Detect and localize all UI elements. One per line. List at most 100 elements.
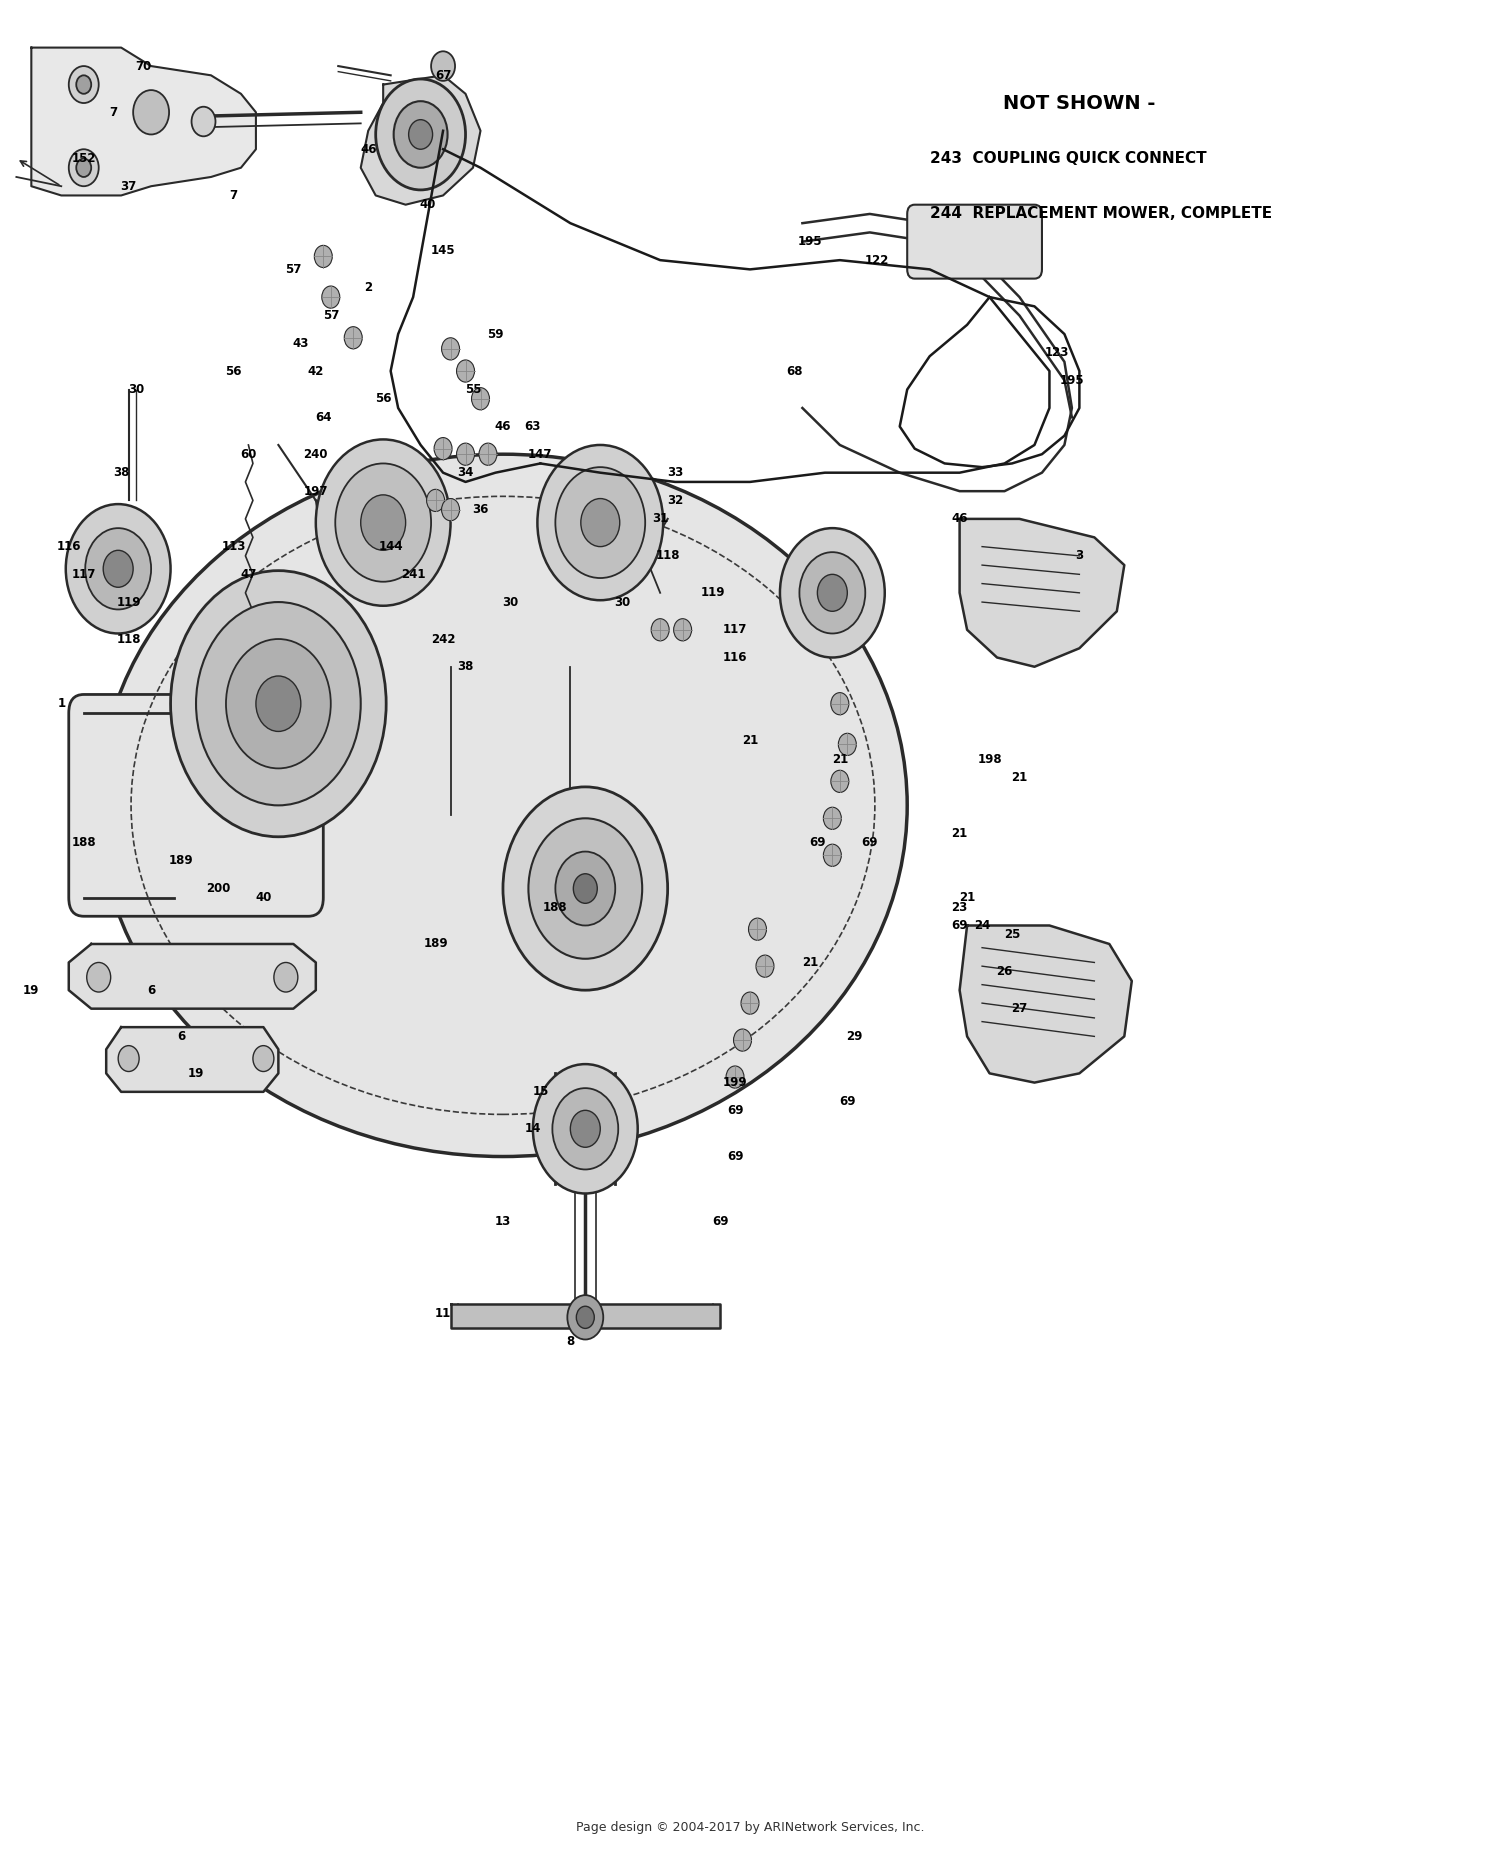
Polygon shape [360,76,480,205]
Text: 11: 11 [435,1307,451,1320]
Circle shape [316,439,450,605]
Text: 147: 147 [528,448,552,461]
Circle shape [360,494,405,550]
Polygon shape [450,1305,720,1329]
Circle shape [118,1046,140,1072]
Circle shape [134,91,170,135]
Circle shape [831,770,849,792]
Circle shape [818,574,848,611]
Text: 19: 19 [188,1066,204,1079]
Text: 188: 188 [543,901,567,914]
Circle shape [441,498,459,520]
Text: 198: 198 [976,753,1002,766]
Circle shape [441,337,459,359]
Text: 116: 116 [723,652,747,665]
Text: 46: 46 [951,513,968,526]
Text: 116: 116 [57,540,81,553]
Text: 1: 1 [57,698,66,711]
Text: 188: 188 [72,837,96,850]
Text: 46: 46 [495,420,512,433]
Text: 29: 29 [846,1029,862,1042]
Text: 145: 145 [430,244,456,257]
Circle shape [456,359,474,381]
Text: 69: 69 [861,837,877,850]
Text: 23: 23 [951,901,968,914]
Text: 43: 43 [292,337,309,350]
Circle shape [69,67,99,104]
Text: 195: 195 [1059,374,1084,387]
Circle shape [552,1088,618,1170]
Circle shape [456,442,474,465]
Circle shape [256,676,302,731]
Text: 38: 38 [458,661,474,674]
Text: 15: 15 [532,1085,549,1098]
Text: 117: 117 [72,568,96,581]
Text: 21: 21 [958,892,975,905]
Circle shape [555,466,645,578]
Circle shape [580,498,620,546]
Circle shape [780,528,885,657]
Text: 56: 56 [225,365,242,378]
Circle shape [375,80,465,191]
Text: 243  COUPLING QUICK CONNECT: 243 COUPLING QUICK CONNECT [930,152,1206,167]
Text: 56: 56 [375,392,392,405]
Text: 14: 14 [525,1122,542,1135]
Text: 118: 118 [117,633,141,646]
Circle shape [532,1064,638,1194]
Circle shape [322,287,340,309]
Text: 34: 34 [458,466,474,479]
Polygon shape [106,1027,279,1092]
Text: 21: 21 [951,827,968,840]
Text: 31: 31 [652,513,669,526]
Circle shape [430,52,454,81]
Text: 68: 68 [786,365,802,378]
Text: 69: 69 [839,1094,855,1107]
Text: 240: 240 [303,448,328,461]
Text: 119: 119 [700,587,724,600]
Circle shape [567,1296,603,1340]
Text: 21: 21 [831,753,848,766]
Circle shape [573,874,597,903]
Text: 40: 40 [255,892,272,905]
Ellipse shape [99,453,907,1157]
FancyBboxPatch shape [69,694,324,916]
Circle shape [86,528,152,609]
Circle shape [839,733,856,755]
Text: 122: 122 [865,254,889,267]
Circle shape [824,807,842,829]
Text: NOT SHOWN -: NOT SHOWN - [1004,94,1155,113]
Text: 42: 42 [308,365,324,378]
Text: 8: 8 [566,1335,574,1348]
Text: 55: 55 [465,383,482,396]
Text: 6: 6 [177,1029,184,1042]
Text: 33: 33 [668,466,684,479]
Text: 46: 46 [360,143,376,155]
Text: 152: 152 [72,152,96,165]
Text: 195: 195 [798,235,822,248]
Text: 7: 7 [230,189,237,202]
Text: 2: 2 [364,281,372,294]
Circle shape [734,1029,752,1051]
Text: 113: 113 [222,540,246,553]
Circle shape [196,602,360,805]
Circle shape [674,618,692,640]
Text: 57: 57 [285,263,302,276]
Circle shape [393,102,447,168]
Circle shape [570,1111,600,1148]
Text: 69: 69 [728,1103,744,1116]
Polygon shape [960,926,1132,1083]
Text: 64: 64 [315,411,332,424]
Text: 30: 30 [615,596,632,609]
Text: 30: 30 [503,596,519,609]
Text: 19: 19 [22,983,39,996]
Circle shape [471,387,489,409]
Text: 144: 144 [378,540,404,553]
Text: 30: 30 [128,383,144,396]
Circle shape [537,444,663,600]
Circle shape [555,851,615,926]
Text: 59: 59 [488,328,504,341]
Text: 123: 123 [1044,346,1070,359]
Text: 200: 200 [207,883,231,896]
Circle shape [433,437,451,459]
Text: 189: 189 [168,855,194,868]
